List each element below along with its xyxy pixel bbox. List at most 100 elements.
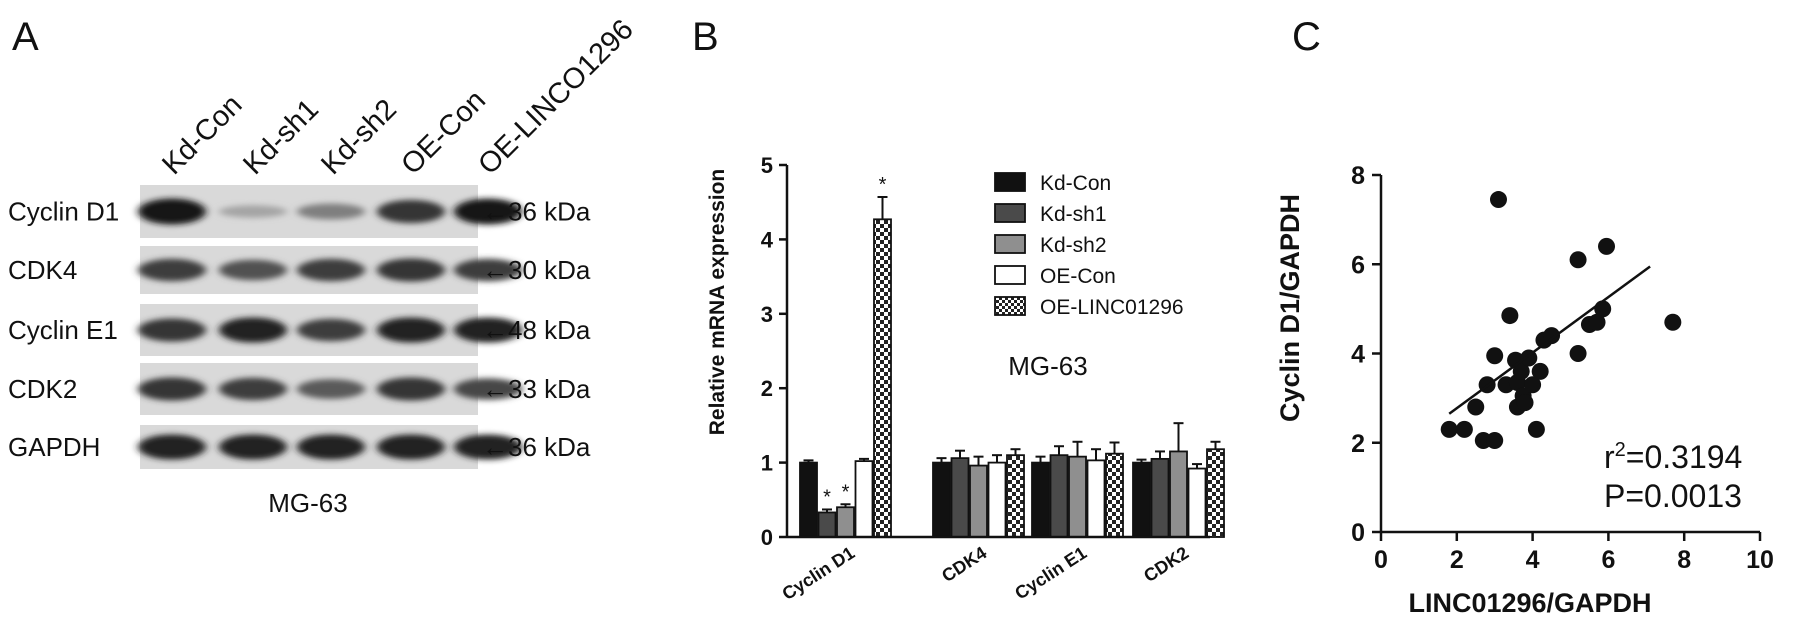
significance-mark: *: [842, 481, 850, 503]
scatter-x-tick-label: 2: [1450, 546, 1464, 574]
blot-band: [219, 377, 287, 401]
legend-swatch: [994, 265, 1026, 285]
blot-band: [297, 258, 365, 282]
bar-oe-con: [854, 460, 874, 538]
scatter-point: [1512, 362, 1530, 380]
blot-band: [454, 317, 522, 343]
scatter-point: [1527, 420, 1545, 438]
scatter-point: [1524, 376, 1542, 394]
scatter-point: [1569, 251, 1587, 269]
scatter-point: [1455, 420, 1473, 438]
bar-category-label: CDK2: [1140, 543, 1192, 586]
lane-label-3: Kd-sh2: [315, 93, 403, 181]
blot-row-label: Cyclin D1: [8, 197, 119, 227]
bar-kd-con: [1132, 461, 1151, 538]
scatter-y-tick-label: 6: [1351, 251, 1365, 279]
bar-kd-sh1: [1150, 457, 1170, 538]
blot-band: [297, 318, 365, 342]
legend-swatch: [994, 203, 1026, 223]
blot-band: [138, 318, 206, 342]
bar-kd-con: [799, 461, 818, 538]
panel-c-scatter-plot: C Cyclin D1/GAPDH LINC01296/GAPDH 024680…: [1275, 15, 1774, 618]
scatter-point: [1440, 420, 1458, 438]
bar-kd-sh1: [1049, 454, 1069, 538]
scatter-points: [1440, 191, 1682, 450]
blot-row-2: CDK4 ←30 kDa: [8, 246, 591, 294]
scatter-y-axis-label: Cyclin D1/GAPDH: [1275, 194, 1305, 422]
bar-oe-con: [1086, 459, 1106, 538]
blot-rows: Cyclin D1 ←36 kDa CDK4 ←30 kDa Cyclin E1 ←48 …: [8, 185, 591, 469]
bar-oe-linc01296: [1006, 454, 1025, 538]
blot-band: [377, 258, 445, 282]
lane-label-2: Kd-sh1: [237, 93, 325, 181]
blot-band: [219, 259, 287, 281]
blot-band: [377, 317, 445, 343]
scatter-point: [1516, 394, 1534, 412]
bar-kd-sh2: [1169, 450, 1188, 538]
legend-swatch: [994, 234, 1026, 254]
scatter-y-tick-label: 2: [1351, 430, 1365, 458]
legend-entry: Kd-sh2: [1040, 234, 1107, 257]
blot-band: [138, 434, 206, 460]
r-squared-label: r2=0.3194: [1604, 439, 1742, 475]
blot-band: [297, 203, 365, 220]
scatter-point: [1531, 362, 1549, 380]
bar-category-label: Cyclin D1: [778, 543, 858, 604]
bar-y-tick-label: 5: [761, 153, 773, 178]
bar-y-tick-label: 3: [761, 302, 773, 327]
blot-row-3: Cyclin E1 ←48 kDa: [8, 304, 591, 356]
scatter-x-tick-label: 10: [1746, 546, 1774, 574]
scatter-point: [1467, 398, 1485, 416]
scatter-point: [1664, 313, 1682, 331]
bar-oe-linc01296: [1105, 452, 1124, 538]
significance-mark: *: [879, 174, 887, 196]
blot-band: [377, 434, 445, 460]
blot-row-4: CDK2 ←33 kDa: [8, 363, 591, 415]
bar-kd-sh1: [817, 511, 837, 538]
blot-band: [297, 379, 365, 399]
bar-kd-sh1: [950, 457, 970, 538]
blot-row-label: CDK4: [8, 255, 77, 285]
blot-row-kda: ←36 kDa: [482, 197, 591, 227]
blot-row-kda: ←30 kDa: [482, 255, 591, 285]
bar-annotation: MG-63: [1008, 351, 1087, 381]
bar-category-labels: Cyclin D1 CDK4 Cyclin E1 CDK2: [778, 543, 1192, 604]
scatter-y-tick-label: 4: [1351, 341, 1365, 369]
panel-letter-c: C: [1292, 15, 1321, 59]
bar-oe-linc01296: [1206, 448, 1225, 538]
lane-label-1: Kd-Con: [156, 89, 248, 181]
bar-y-tick-label: 2: [761, 376, 773, 401]
blot-row-kda: ←33 kDa: [482, 374, 591, 404]
scatter-x-tick-label: 0: [1374, 546, 1388, 574]
scatter-point: [1588, 313, 1606, 331]
bar-kd-con: [932, 461, 951, 538]
scatter-point: [1594, 300, 1612, 318]
blot-row-label: Cyclin E1: [8, 315, 118, 345]
scatter-x-tick-label: 6: [1601, 546, 1615, 574]
blot-row-label: CDK2: [8, 374, 77, 404]
blot-row-5: GAPDH ←36 kDa: [8, 425, 591, 469]
bar-kd-sh2: [836, 506, 855, 538]
bar-kd-sh2: [969, 464, 988, 538]
legend-swatch: [994, 296, 1026, 316]
blot-band: [454, 434, 522, 460]
blot-row-kda: ←48 kDa: [482, 315, 591, 345]
bar-kd-sh2: [1068, 455, 1087, 538]
scatter-point: [1486, 432, 1504, 450]
lane-label-4: OE-Con: [395, 84, 492, 181]
legend-entry: OE-Con: [1040, 265, 1116, 288]
panel-letter-b: B: [692, 15, 719, 59]
bar-y-axis-label: Relative mRNA expression: [706, 169, 729, 436]
bar-y-tick-label: 1: [761, 451, 773, 476]
bar-y-tick-label: 0: [761, 525, 773, 550]
bar-category-label: Cyclin E1: [1011, 543, 1090, 604]
blot-band: [454, 198, 522, 225]
scatter-point: [1486, 347, 1504, 365]
regression-line: [1448, 265, 1651, 415]
blot-band: [219, 317, 287, 343]
blot-row-1: Cyclin D1 ←36 kDa: [8, 185, 591, 238]
significance-mark: *: [823, 486, 831, 508]
lane-label-5: OE-LINCO1296: [472, 14, 639, 181]
